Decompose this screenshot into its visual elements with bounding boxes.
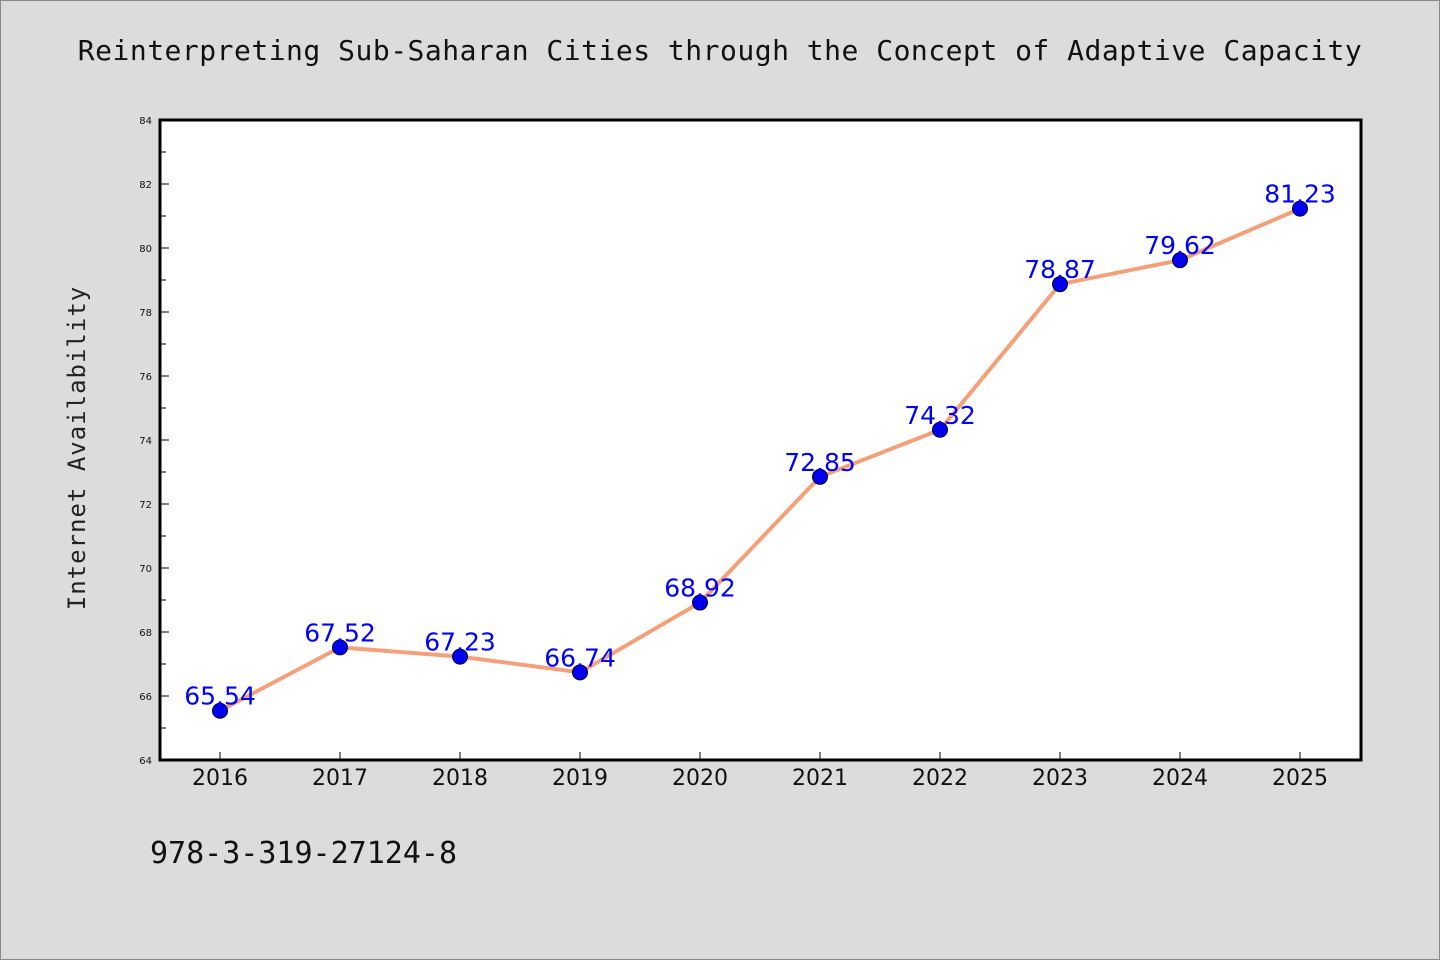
y-tick-label: 64 (139, 756, 152, 767)
x-tick-label: 2016 (192, 766, 248, 791)
data-label: 72.85 (784, 448, 856, 477)
x-tick-label: 2025 (1272, 766, 1328, 791)
x-tick-label: 2019 (552, 766, 608, 791)
y-tick-label: 72 (139, 500, 152, 511)
data-labels: 65.54 67.52 67.23 66.74 68.92 72.85 74.32 78.87… (184, 180, 1336, 711)
data-label: 68.92 (664, 574, 736, 603)
data-label: 67.52 (304, 618, 376, 647)
data-label: 66.74 (544, 643, 616, 672)
data-label: 65.54 (184, 682, 256, 711)
data-label: 78.87 (1024, 255, 1096, 284)
data-label: 74.32 (904, 401, 976, 430)
x-tick-label: 2023 (1032, 766, 1088, 791)
x-tick-label: 2020 (672, 766, 728, 791)
data-point (932, 421, 948, 438)
x-axis: 2016 2017 2018 2019 2020 2021 2022 2023 2024 2025 (192, 752, 1328, 791)
data-label: 79.62 (1144, 231, 1216, 260)
x-tick-label: 2017 (312, 766, 368, 791)
y-tick-label: 80 (139, 244, 152, 255)
data-point (1052, 276, 1068, 293)
chart-title: Reinterpreting Sub-Saharan Cities throug… (77, 34, 1363, 67)
y-tick-label: 70 (139, 564, 152, 575)
data-point (212, 702, 228, 719)
isbn-text: 978-3-319-27124-8 (150, 836, 458, 871)
data-point (692, 594, 708, 611)
y-tick-label: 84 (139, 116, 152, 127)
y-axis: 64 66 68 70 72 74 76 78 80 82 84 (139, 116, 169, 767)
data-point (332, 639, 348, 656)
x-tick-label: 2018 (432, 766, 488, 791)
data-point (452, 648, 468, 665)
data-markers (212, 200, 1308, 719)
data-point (572, 664, 588, 681)
y-tick-label: 68 (139, 628, 152, 639)
y-tick-label: 76 (139, 372, 152, 383)
x-tick-label: 2024 (1152, 766, 1208, 791)
data-label: 81.23 (1264, 180, 1336, 209)
plot-area (158, 118, 1363, 762)
x-tick-label: 2021 (792, 766, 848, 791)
data-label: 67.23 (424, 628, 496, 657)
y-tick-label: 78 (139, 308, 152, 319)
y-tick-label: 66 (139, 692, 152, 703)
data-point (812, 468, 828, 485)
x-tick-label: 2022 (912, 766, 968, 791)
y-tick-label: 74 (139, 436, 152, 447)
y-tick-label: 82 (139, 180, 152, 191)
data-point (1172, 252, 1188, 269)
series-line (218, 206, 1302, 713)
data-point (1292, 200, 1308, 217)
